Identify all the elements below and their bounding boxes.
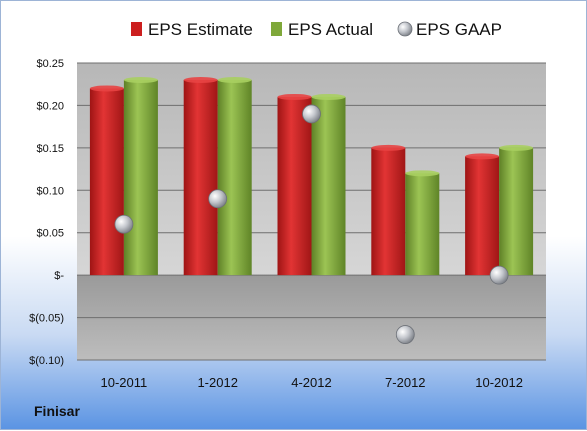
point-eps-gaap [395, 325, 415, 344]
bar-eps-actual [499, 147, 534, 276]
bar-top-eps-estimate [89, 85, 124, 92]
bar-top-eps-actual [311, 93, 346, 100]
bar-eps-estimate [465, 156, 500, 276]
legend-label: EPS GAAP [416, 20, 502, 39]
y-tick-label: $0.15 [36, 143, 64, 155]
bar-eps-estimate [277, 96, 312, 276]
bar-eps-estimate [183, 79, 218, 276]
bar-eps-estimate [89, 88, 124, 276]
company-name: Finisar [34, 403, 80, 419]
bar-top-eps-estimate [371, 144, 406, 151]
x-tick-label: 7-2012 [385, 375, 425, 390]
point-eps-gaap [114, 214, 134, 234]
legend-item: EPS Estimate [131, 20, 253, 39]
y-tick-label: $0.05 [36, 228, 64, 240]
x-tick-label: 4-2012 [291, 375, 331, 390]
point-eps-gaap [302, 104, 321, 124]
x-tick-label: 1-2012 [197, 375, 237, 390]
bar-top-eps-actual [405, 170, 440, 177]
y-tick-label: $- [54, 270, 64, 282]
x-tick-label: 10-2011 [101, 375, 148, 390]
y-tick-label: $(0.05) [29, 313, 64, 325]
x-tick-label: 10-2012 [475, 375, 523, 390]
bar-top-eps-actual [217, 76, 252, 83]
legend-label: EPS Estimate [148, 20, 253, 39]
bar-top-eps-estimate [465, 153, 500, 160]
y-tick-label: $0.20 [36, 100, 64, 112]
legend-swatch [271, 22, 282, 36]
y-tick-label: $(0.10) [29, 355, 64, 367]
point-eps-gaap [489, 265, 509, 285]
bar-eps-estimate [371, 147, 406, 276]
bar-top-eps-estimate [183, 76, 218, 83]
y-tick-label: $0.10 [36, 185, 64, 197]
bar-top-eps-actual [499, 144, 534, 151]
legend-swatch [131, 22, 142, 36]
bar-top-eps-actual [123, 76, 158, 83]
legend-label: EPS Actual [288, 20, 373, 39]
y-tick-label: $0.25 [36, 58, 64, 70]
bar-eps-actual [123, 79, 158, 276]
legend-swatch [397, 21, 413, 37]
bar-eps-actual [217, 79, 252, 276]
legend-item: EPS Actual [271, 20, 373, 39]
bar-top-eps-estimate [277, 93, 312, 100]
legend-item: EPS GAAP [397, 20, 502, 39]
bar-eps-actual [405, 173, 440, 276]
bar-eps-actual [311, 96, 346, 276]
point-eps-gaap [208, 189, 228, 209]
